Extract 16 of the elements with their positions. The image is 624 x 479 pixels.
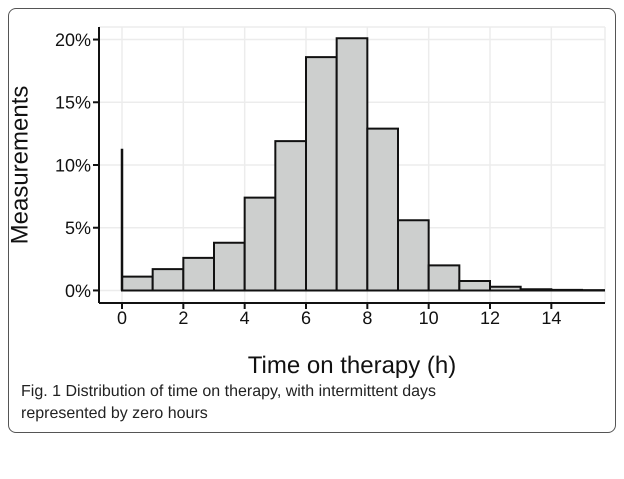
- x-tick-label: 0: [116, 308, 128, 328]
- x-tick-label: 6: [300, 308, 312, 328]
- x-tick-label: 8: [362, 308, 372, 328]
- x-tick-label: 4: [240, 308, 250, 328]
- x-tick-label: 14: [541, 308, 562, 328]
- x-tick-label: 10: [418, 308, 439, 328]
- x-tick-label: 12: [480, 308, 500, 328]
- caption: Fig. 1 Distribution of time on therapy, with intermittent days represented by zero hours: [20, 382, 437, 424]
- y-tick-label: 5%: [64, 218, 91, 238]
- y-tick-label: 20%: [54, 30, 91, 50]
- x-tick-label: 2: [178, 308, 188, 328]
- y-tick-label: 0%: [64, 280, 91, 301]
- x-axis-title: Time on therapy (h): [248, 352, 456, 379]
- y-axis-title: Measurements: [6, 86, 34, 244]
- y-tick-label: 15%: [54, 92, 91, 113]
- y-tick-label: 10%: [54, 155, 91, 176]
